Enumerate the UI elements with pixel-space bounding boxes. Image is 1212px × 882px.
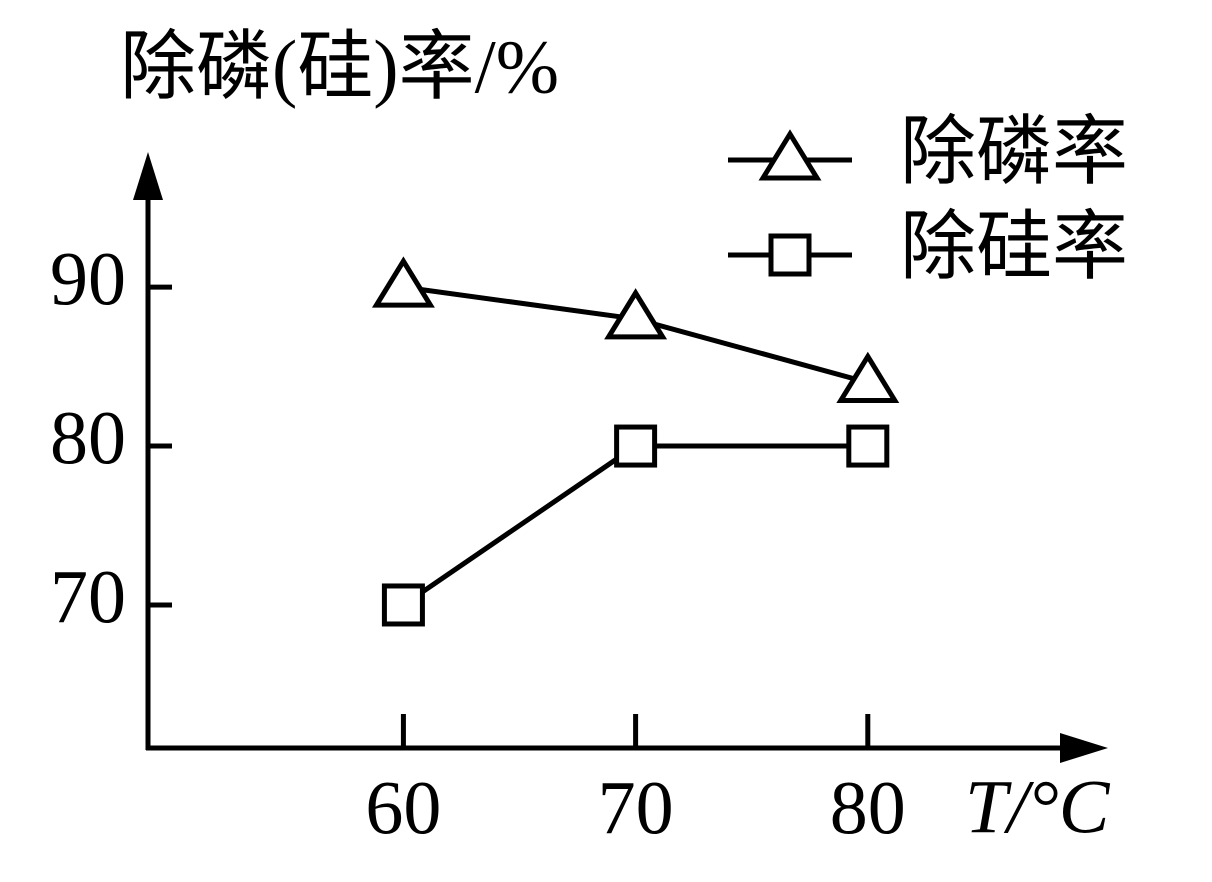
x-tick-label: 70 bbox=[598, 766, 674, 850]
y-tick-label: 90 bbox=[50, 238, 126, 322]
legend-marker bbox=[768, 233, 812, 277]
x-tick-label: 60 bbox=[365, 766, 441, 850]
legend-label: 除硅率 bbox=[900, 205, 1128, 289]
square-marker bbox=[381, 583, 425, 627]
triangle-marker bbox=[836, 351, 900, 403]
y-tick-label: 70 bbox=[50, 555, 126, 639]
series-line bbox=[402, 443, 868, 608]
y-tick-label: 80 bbox=[50, 396, 126, 480]
y-arrow bbox=[133, 152, 163, 200]
x-axis-label: T/°C bbox=[965, 765, 1111, 849]
chart-title: 除磷(硅)率/% bbox=[120, 25, 559, 109]
square-marker bbox=[846, 424, 890, 468]
x-tick-label: 80 bbox=[830, 766, 906, 850]
x-arrow bbox=[1060, 733, 1108, 763]
legend-label: 除磷率 bbox=[900, 110, 1128, 194]
square-marker bbox=[614, 424, 658, 468]
legend-marker bbox=[758, 129, 822, 181]
triangle-marker bbox=[371, 256, 435, 308]
triangle-marker bbox=[604, 288, 668, 340]
